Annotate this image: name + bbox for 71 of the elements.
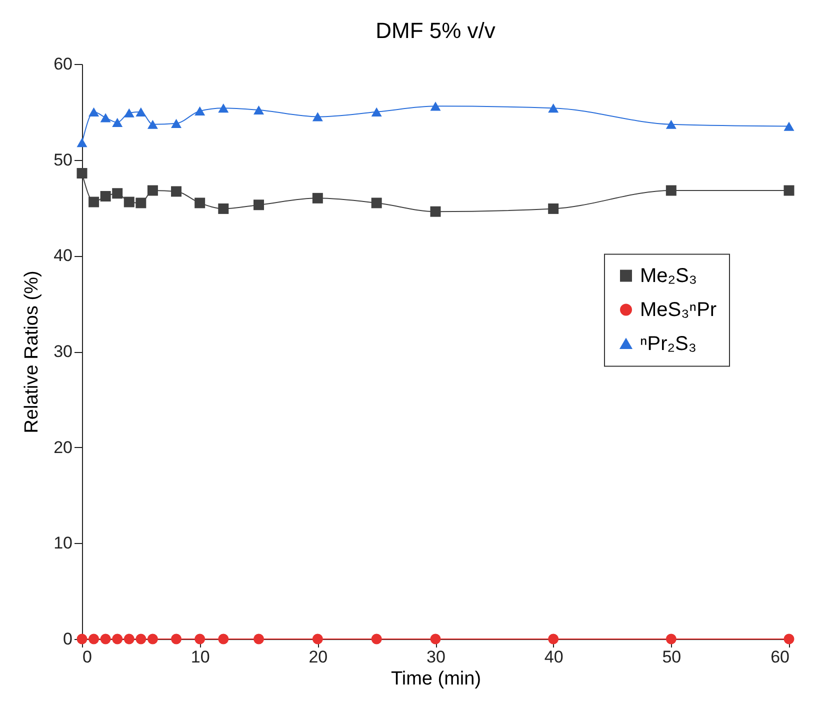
point <box>124 196 134 208</box>
point <box>147 120 158 129</box>
x-tick-label: 0 <box>82 648 92 666</box>
point <box>548 203 559 214</box>
y-tick-label: 60 <box>54 54 72 74</box>
x-tick-label: 10 <box>190 648 210 666</box>
point <box>147 634 158 644</box>
y-axis-title: Relative Ratios (%) <box>22 270 43 434</box>
y-tick-label: 10 <box>54 534 72 553</box>
point <box>218 634 229 644</box>
point <box>112 188 123 199</box>
point <box>430 634 441 644</box>
x-tick-label: 60 <box>770 648 790 666</box>
chart-title: DMF 5% v/v <box>376 18 496 43</box>
point <box>88 196 100 208</box>
y-tick-label: 30 <box>54 342 72 361</box>
point <box>254 634 264 644</box>
point <box>312 112 323 122</box>
point <box>112 118 123 127</box>
point <box>666 634 676 644</box>
point <box>88 107 100 116</box>
point <box>194 198 206 208</box>
y-tick-label: 0 <box>63 630 72 648</box>
point <box>312 192 323 204</box>
point <box>666 120 676 129</box>
point <box>88 634 100 644</box>
point <box>76 168 88 178</box>
legend-label: MeS₃ⁿPr <box>640 298 717 321</box>
point <box>312 634 323 644</box>
point <box>784 185 794 196</box>
point <box>784 634 794 644</box>
x-axis-title: Time (min) <box>390 668 482 690</box>
point <box>100 191 111 202</box>
point <box>784 122 794 131</box>
point <box>666 185 676 196</box>
x-tick-label: 20 <box>308 648 328 666</box>
point <box>218 203 229 214</box>
point <box>76 634 88 644</box>
y-tick-label: 50 <box>54 150 72 170</box>
y-tick-label: 40 <box>54 246 72 266</box>
point <box>548 634 559 644</box>
y-tick-label: 20 <box>54 438 72 457</box>
point <box>430 206 441 217</box>
point <box>194 106 206 116</box>
x-tick-label: 30 <box>426 648 446 666</box>
point <box>171 186 182 197</box>
point <box>548 104 559 113</box>
point <box>124 634 134 644</box>
point <box>76 138 88 148</box>
point <box>112 634 123 644</box>
point <box>430 102 441 111</box>
point <box>147 185 158 196</box>
point <box>254 105 264 115</box>
legend-label: ⁿPr₂S₃ <box>640 332 697 355</box>
point <box>171 634 182 644</box>
x-tick-label: 50 <box>662 648 682 666</box>
point <box>124 108 134 118</box>
point <box>371 634 382 644</box>
legend-label: Me₂S₃ <box>640 264 698 287</box>
point <box>136 634 146 644</box>
point <box>371 198 382 208</box>
x-tick-label: 40 <box>544 648 564 666</box>
point <box>100 113 111 122</box>
point <box>136 198 146 208</box>
point <box>371 107 382 116</box>
point <box>194 634 206 644</box>
point <box>171 118 182 128</box>
point <box>136 107 146 116</box>
point <box>254 200 264 210</box>
point <box>218 104 229 113</box>
point <box>100 634 111 644</box>
